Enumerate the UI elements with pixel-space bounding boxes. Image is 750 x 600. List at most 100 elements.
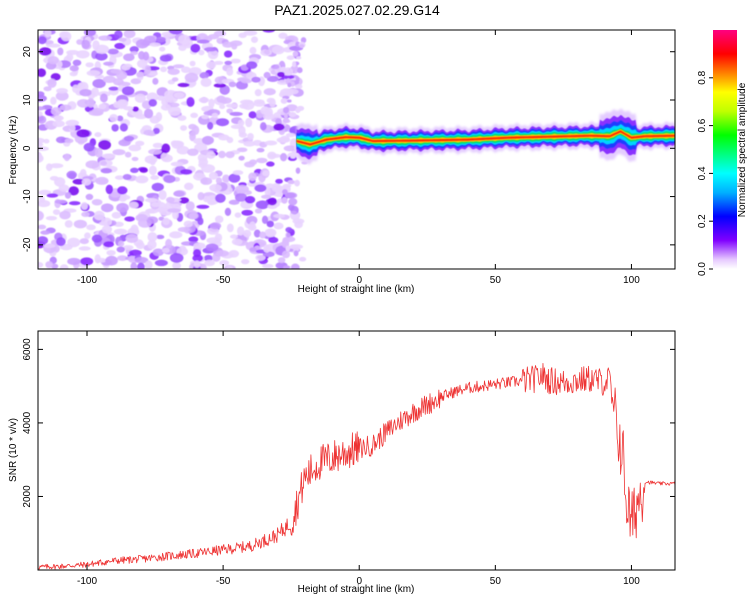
heatmap-x-tick-label: -50 (216, 275, 231, 286)
heatmap-cell (190, 112, 199, 118)
heatmap-y-tick-label: 0 (22, 145, 33, 151)
heatmap-cell (83, 142, 95, 152)
heatmap-cell (193, 260, 201, 268)
heatmap-cell (180, 169, 193, 175)
heatmap-cell (266, 97, 275, 104)
heatmap-cell (228, 249, 240, 258)
heatmap-cell (144, 64, 151, 75)
heatmap-cell (249, 46, 257, 55)
heatmap-cell (164, 89, 178, 100)
heatmap-cell (228, 173, 241, 183)
heatmap-cell (238, 155, 245, 161)
heatmap-cell (124, 216, 135, 222)
heatmap-cell (76, 98, 91, 108)
heatmap-cell (147, 239, 157, 250)
heatmap-cell (47, 56, 59, 65)
heatmap-cell (188, 236, 199, 243)
heatmap-cell (38, 195, 45, 203)
heatmap-cell (261, 215, 269, 224)
heatmap-cell (230, 124, 244, 129)
heatmap-cell (209, 184, 222, 192)
heatmap-cell (162, 217, 170, 226)
heatmap-cell (177, 227, 191, 233)
heatmap-cell (223, 50, 233, 58)
heatmap-cell (271, 45, 285, 55)
heatmap-cell (43, 243, 56, 248)
heatmap-cell (290, 154, 296, 159)
heatmap-cell (135, 140, 145, 147)
heatmap-cell (207, 200, 216, 206)
heatmap-cell (214, 215, 224, 224)
colorbar-tick-label: 0.8 (697, 70, 708, 84)
heatmap-cell (213, 83, 227, 88)
heatmap-cell (54, 177, 66, 187)
snr-x-tick-label: 0 (356, 576, 362, 587)
heatmap-cell (232, 170, 244, 176)
heatmap-cell (173, 190, 185, 197)
heatmap-cell (152, 77, 159, 85)
heatmap-cell (244, 196, 256, 204)
heatmap-cell (122, 174, 132, 181)
heatmap-cell (156, 95, 165, 101)
heatmap-cell (135, 39, 149, 49)
heatmap-cell (226, 223, 234, 233)
heatmap-cell (38, 137, 46, 144)
heatmap-cell (215, 193, 226, 203)
heatmap-cell (294, 220, 303, 229)
heatmap-cell (172, 261, 182, 269)
heatmap-cell (94, 254, 101, 264)
heatmap-cell (246, 61, 258, 69)
heatmap-cell (77, 82, 87, 90)
heatmap-cell (165, 238, 173, 249)
heatmap-cell (144, 260, 153, 269)
heatmap-cell (228, 81, 237, 88)
heatmap-cell (116, 246, 125, 253)
heatmap-cell (123, 245, 134, 250)
heatmap-cell (241, 209, 254, 216)
heatmap-cell (81, 39, 91, 49)
heatmap-cell (46, 193, 59, 198)
heatmap-cell (208, 171, 218, 180)
heatmap-cell (84, 232, 91, 239)
heatmap-cell (228, 199, 240, 205)
snr-y-tick-label: 4000 (22, 411, 33, 434)
heatmap-cell (263, 244, 271, 253)
heatmap-cell (128, 201, 139, 209)
heatmap-cell (214, 233, 223, 242)
heatmap-cell (78, 246, 91, 251)
heatmap-cell (286, 99, 292, 103)
heatmap-cell (131, 156, 139, 162)
heatmap-cell (229, 234, 238, 239)
heatmap-cell (290, 210, 298, 215)
heatmap-cell (277, 257, 286, 264)
heatmap-cell (198, 97, 210, 103)
heatmap-cell (285, 132, 296, 138)
heatmap-cell (280, 98, 288, 104)
heatmap-cell (116, 202, 129, 213)
heatmap-cell (91, 198, 103, 206)
heatmap-cell (112, 149, 126, 156)
heatmap-cell (300, 37, 307, 44)
heatmap-cell (173, 140, 185, 148)
heatmap-cell (136, 71, 145, 78)
heatmap-cell (197, 217, 204, 226)
heatmap-cell (273, 213, 286, 219)
heatmap-cell (148, 98, 157, 107)
heatmap-cell (285, 227, 293, 233)
heatmap-cell (215, 177, 223, 185)
heatmap-x-tick-label: 100 (623, 275, 640, 286)
colorbar: 0.0 0.2 0.4 0.6 0.8 Normalized spectral ampl… (697, 30, 748, 276)
heatmap-cell (47, 78, 57, 88)
heatmap-cell (67, 257, 81, 266)
heatmap-cell (178, 34, 191, 45)
heatmap-cell (222, 174, 230, 183)
heatmap-cell (56, 88, 68, 94)
heatmap-cell (117, 240, 125, 247)
heatmap-cell (100, 168, 113, 174)
heatmap-cell (146, 92, 159, 102)
heatmap-cell (171, 77, 179, 82)
heatmap-cell (280, 152, 288, 162)
noise-region (38, 30, 308, 269)
heatmap-cell (123, 135, 135, 142)
